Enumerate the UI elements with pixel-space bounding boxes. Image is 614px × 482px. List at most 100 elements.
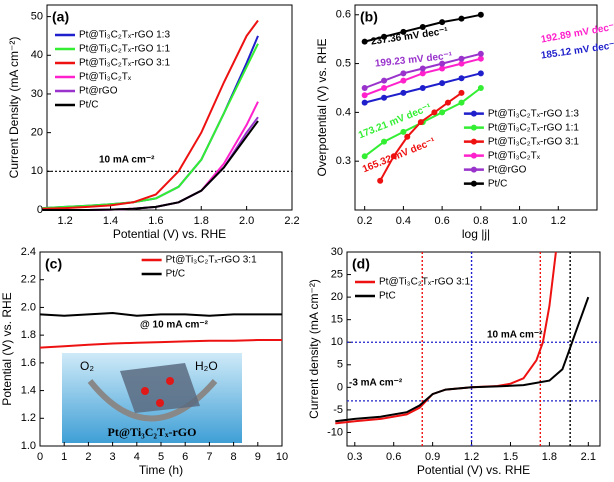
plot-frame	[346, 251, 601, 447]
x-tick-label: 7	[206, 451, 212, 463]
legend-marker	[470, 180, 477, 187]
y-tick-label: 20	[331, 291, 343, 303]
annotation: 165.32 mV dec⁻¹	[361, 136, 438, 175]
series-marker	[400, 89, 407, 96]
annotation: 10 mA cm⁻²	[487, 330, 543, 341]
plot-frame	[354, 4, 598, 211]
legend-label: Pt@Ti₃C₂Tₓ-rGO 3:1	[166, 255, 257, 266]
x-tick-label: 1.5	[503, 451, 518, 463]
series-marker	[400, 128, 407, 135]
series-marker	[400, 70, 407, 77]
x-tick-label: 0.6	[434, 215, 449, 227]
y-axis-label: Current density (mA cm⁻²)	[307, 279, 321, 419]
series-marker	[361, 153, 368, 160]
x-tick-label: 1.8	[542, 451, 557, 463]
x-tick-label: 0.2	[357, 215, 372, 227]
legend-label: Pt@Ti₃C₂Tₓ-rGO 3:1	[488, 136, 579, 147]
series-marker	[381, 33, 388, 40]
series-marker	[431, 109, 438, 116]
y-tick-label: 10	[331, 336, 343, 348]
x-tick-label: 10	[276, 451, 288, 463]
x-tick-label: 1.4	[103, 215, 118, 227]
x-tick-label: 2.0	[239, 215, 254, 227]
panel-c: O₂ H₂O Pt@Ti₃C₂Tₓ-rGO 0 1 2 3 4 5 6 7 8 9 10 1.0 1.2…	[0, 246, 288, 477]
series-marker	[381, 138, 388, 145]
panel-b: 0.2 0.4 0.6 0.8 1.0 1.2 0.3 0.4 0.5 0.6 log |j| Ove…	[315, 4, 614, 241]
series-marker	[477, 84, 484, 91]
panel-label: (c)	[45, 256, 62, 272]
y-tick-label: 0.5	[336, 57, 351, 69]
series-marker	[361, 92, 368, 99]
x-tick-label: 1.2	[464, 451, 479, 463]
legend-label: Pt@Ti₃C₂Tₓ	[488, 150, 541, 161]
annotation: 237.36 mV dec⁻¹	[370, 26, 449, 48]
inset-label: O₂	[80, 359, 94, 373]
y-tick-label: 0.4	[336, 106, 351, 118]
series-marker	[390, 153, 397, 160]
x-tick-label: 6	[182, 451, 188, 463]
x-axis-label: Potential (V) vs. RHE	[417, 463, 530, 477]
y-axis-label: Potential (V) vs. RHE	[0, 292, 14, 405]
series-marker	[419, 84, 426, 91]
annotation: @ 10 mA cm⁻²	[140, 320, 209, 331]
x-tick-label: 2.2	[284, 215, 299, 227]
x-tick-label: 0.8	[473, 215, 488, 227]
inset-label: H₂O	[195, 359, 218, 373]
series-marker	[458, 89, 465, 96]
series-marker	[419, 65, 426, 72]
x-axis-label: Potential (V) vs. RHE	[113, 227, 226, 241]
annotation: -3 mA cm⁻²	[349, 378, 403, 389]
series-line	[42, 120, 259, 211]
legend-label: PtC	[379, 291, 396, 302]
legend-label: Pt/C	[79, 100, 98, 111]
series-marker	[361, 99, 368, 106]
series-marker	[400, 77, 407, 84]
y-tick-label: 40	[31, 49, 43, 61]
y-tick-label: 0	[37, 204, 43, 216]
series-marker	[444, 99, 451, 106]
y-tick-label: 1.2	[21, 412, 36, 424]
y-tick-label: 2.2	[21, 274, 36, 286]
series-marker	[377, 177, 384, 184]
x-tick-label: 0	[37, 451, 43, 463]
x-tick-label: 1.2	[57, 215, 72, 227]
legend-label: Pt@Ti₃C₂Tₓ	[79, 72, 132, 83]
x-tick-label: 0.3	[347, 451, 362, 463]
y-tick-label: 30	[31, 88, 43, 100]
series-marker	[458, 55, 465, 62]
y-tick-label: 0.6	[336, 9, 351, 21]
series-marker	[477, 50, 484, 57]
series-marker	[419, 70, 426, 77]
legend-marker	[470, 152, 477, 159]
y-tick-label: 10	[31, 165, 43, 177]
y-tick-label: 25	[331, 268, 343, 280]
x-tick-label: 1.6	[148, 215, 163, 227]
series-marker	[417, 119, 424, 126]
y-tick-label: 20	[31, 127, 43, 139]
x-tick-label: 8	[231, 451, 237, 463]
series-line	[42, 43, 259, 210]
legend-marker	[470, 110, 477, 117]
y-tick-label: 1.0	[21, 440, 36, 452]
plot-frame	[46, 4, 293, 211]
series-marker	[439, 19, 446, 26]
series-marker	[361, 38, 368, 45]
legend-label: Pt/C	[166, 269, 185, 280]
inset-sheet	[120, 363, 200, 413]
x-tick-label: 1.8	[194, 215, 209, 227]
x-tick-label: 2.1	[581, 451, 596, 463]
panel-label: (a)	[52, 9, 69, 25]
series-marker	[477, 70, 484, 77]
series-marker	[458, 15, 465, 22]
series-marker	[419, 23, 426, 30]
series-marker	[439, 60, 446, 67]
x-tick-label: 2	[85, 451, 91, 463]
x-tick-label: 3	[110, 451, 116, 463]
y-tick-label: 2.0	[21, 301, 36, 313]
y-tick-label: 2.4	[21, 246, 36, 258]
series-marker	[381, 77, 388, 84]
y-tick-label: 0	[337, 381, 343, 393]
y-tick-label: 0.3	[336, 155, 351, 167]
legend-label: Pt@Ti₃C₂Tₓ-rGO 3:1	[79, 58, 170, 69]
series-line	[39, 339, 282, 349]
